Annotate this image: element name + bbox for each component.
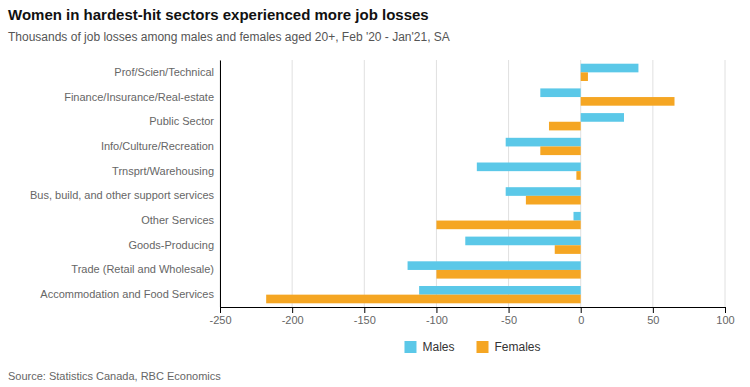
y-tick: Info/Culture/Recreation — [101, 140, 220, 152]
x-tick: -150 — [354, 307, 376, 326]
x-tick-label: -100 — [426, 314, 448, 326]
legend-item: Females — [477, 340, 541, 354]
x-tick: -200 — [282, 307, 304, 326]
y-tick-label: Finance/Insurance/Real-estate — [64, 91, 214, 103]
y-tick: Prof/Scien/Technical — [114, 66, 220, 78]
bar — [549, 122, 581, 131]
bar — [574, 212, 581, 221]
x-tick-mark — [292, 307, 293, 313]
y-tick: Public Sector — [149, 115, 220, 127]
bar — [408, 261, 581, 270]
y-axis-line — [220, 61, 221, 308]
y-tick-label: Accommodation and Food Services — [40, 288, 214, 300]
x-axis-line — [221, 308, 726, 314]
bar — [477, 163, 581, 172]
plot: -250 -200 -150 -100 -50 0 50 100 Prof/Scien/Tech… — [30, 60, 735, 326]
bar — [540, 88, 580, 97]
y-tick: Accommodation and Food Services — [40, 288, 220, 300]
legend-item: Males — [404, 340, 454, 354]
x-tick-label: -50 — [501, 314, 517, 326]
bars — [266, 64, 674, 304]
x-tick-mark — [220, 307, 221, 313]
y-tick-label: Trade (Retail and Wholesale) — [71, 263, 214, 275]
bar — [436, 270, 580, 279]
y-tick-label: Goods-Producing — [128, 239, 214, 251]
x-tick-label: 100 — [716, 314, 734, 326]
bar — [555, 245, 581, 254]
y-tick: Other Services — [141, 214, 220, 226]
legend-swatch — [404, 341, 416, 353]
legend: Males Females — [404, 340, 540, 354]
x-tick-mark — [509, 307, 510, 313]
x-tick: 0 — [578, 307, 584, 326]
x-tick-mark — [364, 307, 365, 313]
legend-label: Females — [495, 340, 541, 354]
x-axis: -250 -200 -150 -100 -50 0 50 100 — [209, 307, 734, 326]
x-tick-label: -200 — [282, 314, 304, 326]
series — [266, 72, 674, 303]
bar — [465, 237, 580, 246]
x-tick-mark — [653, 307, 654, 313]
x-tick: -50 — [501, 307, 517, 326]
bar — [581, 97, 675, 106]
bar — [526, 196, 581, 205]
grid — [220, 60, 725, 307]
x-tick-label: 50 — [647, 314, 659, 326]
grid-line — [725, 60, 726, 307]
bar — [581, 72, 588, 81]
y-tick-label: Prof/Scien/Technical — [114, 66, 214, 78]
x-tick-label: 0 — [578, 314, 584, 326]
source: Source: Statistics Canada, RBC Economics — [8, 370, 221, 382]
y-tick-label: Public Sector — [149, 115, 214, 127]
y-tick-label: Trnsprt/Warehousing — [112, 165, 214, 177]
title: Women in hardest-hit sectors experienced… — [8, 6, 429, 23]
x-tick-label: -250 — [209, 314, 231, 326]
bar — [581, 64, 639, 73]
x-tick: -250 — [209, 307, 231, 326]
bar — [576, 171, 580, 180]
bar — [419, 286, 581, 295]
x-tick: 50 — [647, 307, 659, 326]
y-tick-label: Other Services — [141, 214, 214, 226]
grid-line — [220, 60, 221, 307]
chart: Women in hardest-hit sectors experienced… — [0, 0, 750, 387]
bar — [436, 221, 580, 230]
y-axis: Prof/Scien/Technical Finance/Insurance/Re… — [30, 61, 221, 308]
x-tick-mark — [725, 307, 726, 313]
y-tick: Goods-Producing — [128, 239, 220, 251]
y-tick-label: Bus, build, and other support services — [30, 189, 215, 201]
x-tick-mark — [436, 307, 437, 313]
grid-line — [292, 60, 293, 307]
x-tick: 100 — [716, 307, 734, 326]
bar — [506, 187, 581, 196]
bar — [266, 295, 581, 304]
y-tick: Trade (Retail and Wholesale) — [71, 263, 220, 275]
x-tick: -100 — [426, 307, 448, 326]
y-tick: Finance/Insurance/Real-estate — [64, 91, 220, 103]
grid-line — [364, 60, 365, 307]
x-tick-label: -150 — [354, 314, 376, 326]
bar — [540, 146, 580, 155]
x-tick-mark — [581, 307, 582, 313]
legend-swatch — [477, 341, 489, 353]
y-tick: Trnsprt/Warehousing — [112, 165, 220, 177]
legend-label: Males — [422, 340, 454, 354]
subtitle: Thousands of job losses among males and … — [8, 30, 450, 44]
y-tick: Bus, build, and other support services — [30, 189, 220, 201]
bar — [506, 138, 581, 147]
bar — [581, 113, 624, 122]
y-tick-label: Info/Culture/Recreation — [101, 140, 214, 152]
